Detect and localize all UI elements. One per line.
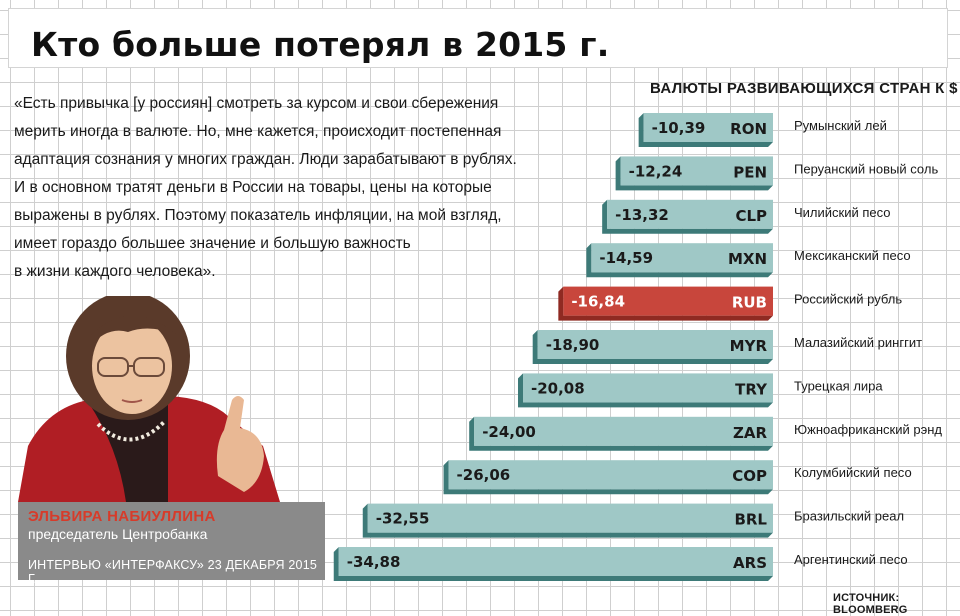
quote-line: в жизни каждого человека». <box>14 263 216 280</box>
bar-brl <box>367 503 773 533</box>
bar-shadow-mxn <box>586 243 773 278</box>
bar-pen <box>620 156 773 186</box>
bar-shadow-myr <box>532 330 773 364</box>
person-caption: ЭЛЬВИРА НАБИУЛЛИНА председатель Центроба… <box>18 502 325 586</box>
quote-line: И в основном тратят деньги в России на т… <box>14 179 492 196</box>
currency-code-clp: CLP <box>735 207 767 225</box>
currency-code-pen: PEN <box>733 163 767 181</box>
person-role: председатель Центробанка <box>28 526 208 542</box>
person-name: ЭЛЬВИРА НАБИУЛЛИНА <box>28 508 216 525</box>
value-label-ron: -10,39 <box>652 119 706 137</box>
page-title: Кто больше потерял в 2015 г. <box>31 25 610 64</box>
chart-source: ИСТОЧНИК: BLOOMBERG <box>833 592 908 616</box>
currency-name-ars: Аргентинский песо <box>794 552 908 567</box>
currency-name-brl: Бразильский реал <box>794 509 904 524</box>
bar-shadow-pen <box>615 156 773 191</box>
value-label-brl: -32,55 <box>376 510 430 528</box>
bar-shadow-brl <box>362 503 773 538</box>
bar-mxn <box>591 243 773 273</box>
portrait-illustration <box>18 296 280 502</box>
currency-name-clp: Чилийский песо <box>794 205 891 220</box>
currency-name-ron: Румынский лей <box>794 118 887 133</box>
bar-try <box>523 373 773 403</box>
value-label-pen: -12,24 <box>629 162 683 180</box>
currency-code-myr: MYR <box>730 337 768 355</box>
currency-code-try: TRY <box>735 380 768 398</box>
bar-ars <box>338 547 773 576</box>
chart-title: ВАЛЮТЫ РАЗВИВАЮЩИХСЯ СТРАН К $ <box>650 80 958 97</box>
bar-shadow-ron <box>638 113 773 147</box>
currency-name-zar: Южноафриканский рэнд <box>794 422 942 437</box>
bar-shadow-clp <box>602 199 773 234</box>
currency-name-pen: Перуанский новый соль <box>794 161 938 176</box>
currency-code-ars: ARS <box>733 554 767 572</box>
value-label-myr: -18,90 <box>546 336 600 354</box>
bar-rub <box>563 286 773 316</box>
currency-code-ron: RON <box>730 120 767 138</box>
currency-name-try: Турецкая лира <box>794 378 883 393</box>
bar-shadow-cop <box>443 460 773 495</box>
quote-line: адаптация сознания у многих граждан. Люд… <box>14 151 517 168</box>
quote-block: «Есть привычка [у россиян] смотреть за к… <box>14 90 554 286</box>
currency-code-zar: ZAR <box>733 424 767 442</box>
value-label-rub: -16,84 <box>571 293 625 311</box>
currency-name-rub: Российский рубль <box>794 292 902 307</box>
value-label-ars: -34,88 <box>347 553 401 571</box>
currency-code-mxn: MXN <box>728 250 767 268</box>
value-label-try: -20,08 <box>531 379 585 397</box>
value-label-clp: -13,32 <box>615 206 669 224</box>
currency-code-brl: BRL <box>734 511 767 529</box>
bar-cop <box>448 460 773 490</box>
bar-shadow-try <box>518 373 773 408</box>
portrait-photo <box>18 296 308 502</box>
value-label-mxn: -14,59 <box>599 249 653 267</box>
quote-line: выражены в рублях. Поэтому показатель ин… <box>14 207 502 224</box>
quote-line: имеет гораздо большее значение и большую… <box>14 235 411 252</box>
bar-zar <box>474 416 773 446</box>
bar-shadow-rub <box>558 286 773 321</box>
value-label-cop: -26,06 <box>457 466 511 484</box>
value-label-zar: -24,00 <box>482 423 536 441</box>
quote-line: «Есть привычка [у россиян] смотреть за к… <box>14 95 499 112</box>
bar-myr <box>537 330 773 359</box>
currency-name-myr: Малазийский ринггит <box>794 335 922 350</box>
currency-name-cop: Колумбийский песо <box>794 465 912 480</box>
currency-code-cop: COP <box>732 467 767 485</box>
currency-name-mxn: Мексиканский песо <box>794 248 911 263</box>
bar-shadow-ars <box>333 547 773 581</box>
bar-ron <box>643 113 773 142</box>
interview-source: ИНТЕРВЬЮ «ИНТЕРФАКСУ» 23 ДЕКАБРЯ 2015 Г. <box>28 558 317 586</box>
bar-clp <box>607 199 773 229</box>
quote-line: мерить иногда в валюте. Но, мне кажется,… <box>14 123 502 140</box>
bar-shadow-zar <box>469 416 773 451</box>
title-box: Кто больше потерял в 2015 г. <box>8 8 948 68</box>
currency-code-rub: RUB <box>732 294 767 312</box>
